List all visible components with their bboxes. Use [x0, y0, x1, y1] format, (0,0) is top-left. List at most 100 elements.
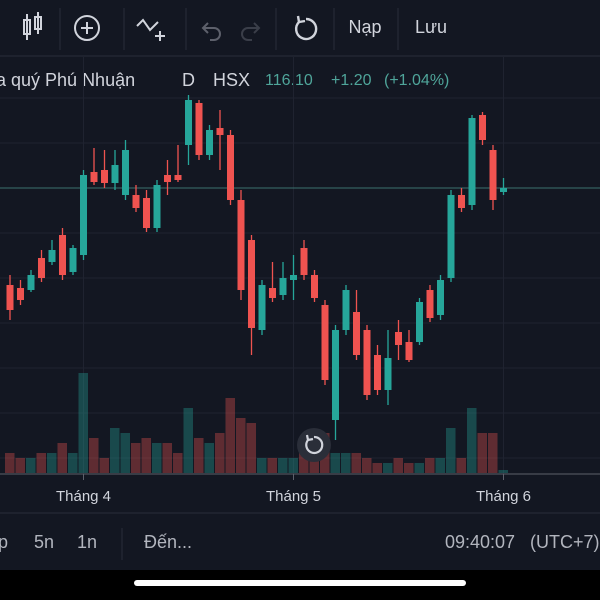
volume-bar [351, 453, 361, 473]
candle-body [426, 290, 434, 318]
candle-body [458, 195, 465, 208]
x-tick-label: Tháng 6 [476, 488, 531, 505]
candle-body [269, 288, 276, 298]
volume-bar [446, 428, 456, 473]
clock: 09:40:07 [445, 532, 515, 552]
volume-bar [26, 458, 36, 473]
candle-body [143, 198, 150, 228]
volume-bar [57, 443, 67, 473]
candle-body [489, 150, 497, 200]
candle-body [227, 135, 234, 200]
interval: D [182, 70, 195, 90]
price-change-percent: (+1.04%) [384, 72, 449, 89]
interval-1-day[interactable]: 1n [77, 532, 97, 552]
candle-body [185, 100, 192, 145]
volume-bar [456, 458, 466, 473]
candle-body [342, 290, 350, 330]
indicator-icon[interactable] [136, 18, 165, 41]
candle-body [59, 235, 66, 275]
volume-bar [498, 470, 508, 473]
candle-body [195, 103, 203, 155]
volume-bar [78, 373, 88, 473]
volume-bar [183, 408, 193, 473]
candle-body [332, 330, 339, 420]
volume-bar [372, 463, 382, 473]
candle-body [27, 275, 35, 290]
candle-body [132, 195, 140, 208]
interval-5-days[interactable]: 5n [34, 532, 54, 552]
redo-icon[interactable] [241, 22, 261, 41]
candle-body [447, 195, 455, 278]
last-price: 116.10 [265, 72, 313, 89]
volume-bar [257, 458, 267, 473]
volume-bar [477, 433, 487, 473]
volume-bar [404, 463, 414, 473]
candle-body [69, 248, 77, 272]
volume-bar [362, 458, 372, 473]
scroll-reset-button[interactable] [297, 428, 331, 462]
volume-bar [141, 438, 151, 473]
candle-body [468, 118, 476, 205]
volume-bar [299, 448, 309, 473]
volume-bar [47, 453, 57, 473]
candle-body [90, 172, 98, 182]
candle-body [101, 170, 108, 183]
volume-bar [236, 418, 246, 473]
volume-bar [330, 453, 340, 473]
candle-body [290, 275, 297, 280]
candle-body [80, 175, 87, 255]
volume-bar [5, 453, 15, 473]
home-indicator [134, 580, 466, 586]
load-button[interactable]: Nạp [348, 17, 381, 37]
goto-date[interactable]: Đến... [144, 532, 192, 552]
x-tick-label: Tháng 5 [266, 488, 321, 505]
price-change: +1.20 [331, 72, 372, 89]
volume-bar [383, 463, 393, 473]
volume-bar [152, 443, 162, 473]
candle-body [258, 285, 266, 330]
candle-body [17, 288, 24, 300]
volume-bar [36, 453, 46, 473]
volume-bar [278, 458, 288, 473]
candle-body [237, 200, 245, 290]
candle-body [48, 250, 56, 262]
volume-bar [204, 443, 214, 473]
reset-icon[interactable] [294, 15, 318, 41]
volume-bar [246, 423, 256, 473]
interval-minute[interactable]: p [0, 532, 8, 552]
save-button[interactable]: Lưu [415, 17, 447, 37]
candle-body [122, 150, 129, 195]
candle-body [353, 312, 360, 355]
volume-bar [467, 408, 477, 473]
timezone[interactable]: (UTC+7) [530, 532, 600, 552]
candle-body [311, 275, 318, 298]
volume-bar [68, 453, 78, 473]
volume-bar [110, 428, 120, 473]
candle-body [416, 302, 423, 342]
volume-bar [173, 453, 183, 473]
exchange: HSX [213, 70, 250, 90]
volume-bar [425, 458, 435, 473]
volume-bar [194, 438, 204, 473]
volume-bar [267, 458, 277, 473]
undo-icon[interactable] [201, 22, 221, 41]
volume-bar [162, 443, 172, 473]
candle-body [6, 285, 14, 310]
candle-body [279, 278, 287, 295]
candle-body [248, 240, 255, 328]
candle-body [300, 248, 308, 275]
volume-bar [120, 433, 130, 473]
volume-bar [288, 458, 298, 473]
add-icon[interactable] [74, 15, 100, 41]
candle-body [479, 115, 486, 140]
candle-body [363, 330, 371, 395]
toolbar-separators [0, 8, 600, 560]
plot: Tháng 4 Tháng 5 Tháng 6 [0, 57, 600, 505]
candle-body [321, 305, 329, 380]
candle-body [500, 188, 507, 192]
x-tick-label: Tháng 4 [56, 488, 111, 505]
chart-type-icon[interactable] [23, 12, 42, 40]
candle-body [174, 175, 182, 180]
candle-body [206, 130, 213, 155]
